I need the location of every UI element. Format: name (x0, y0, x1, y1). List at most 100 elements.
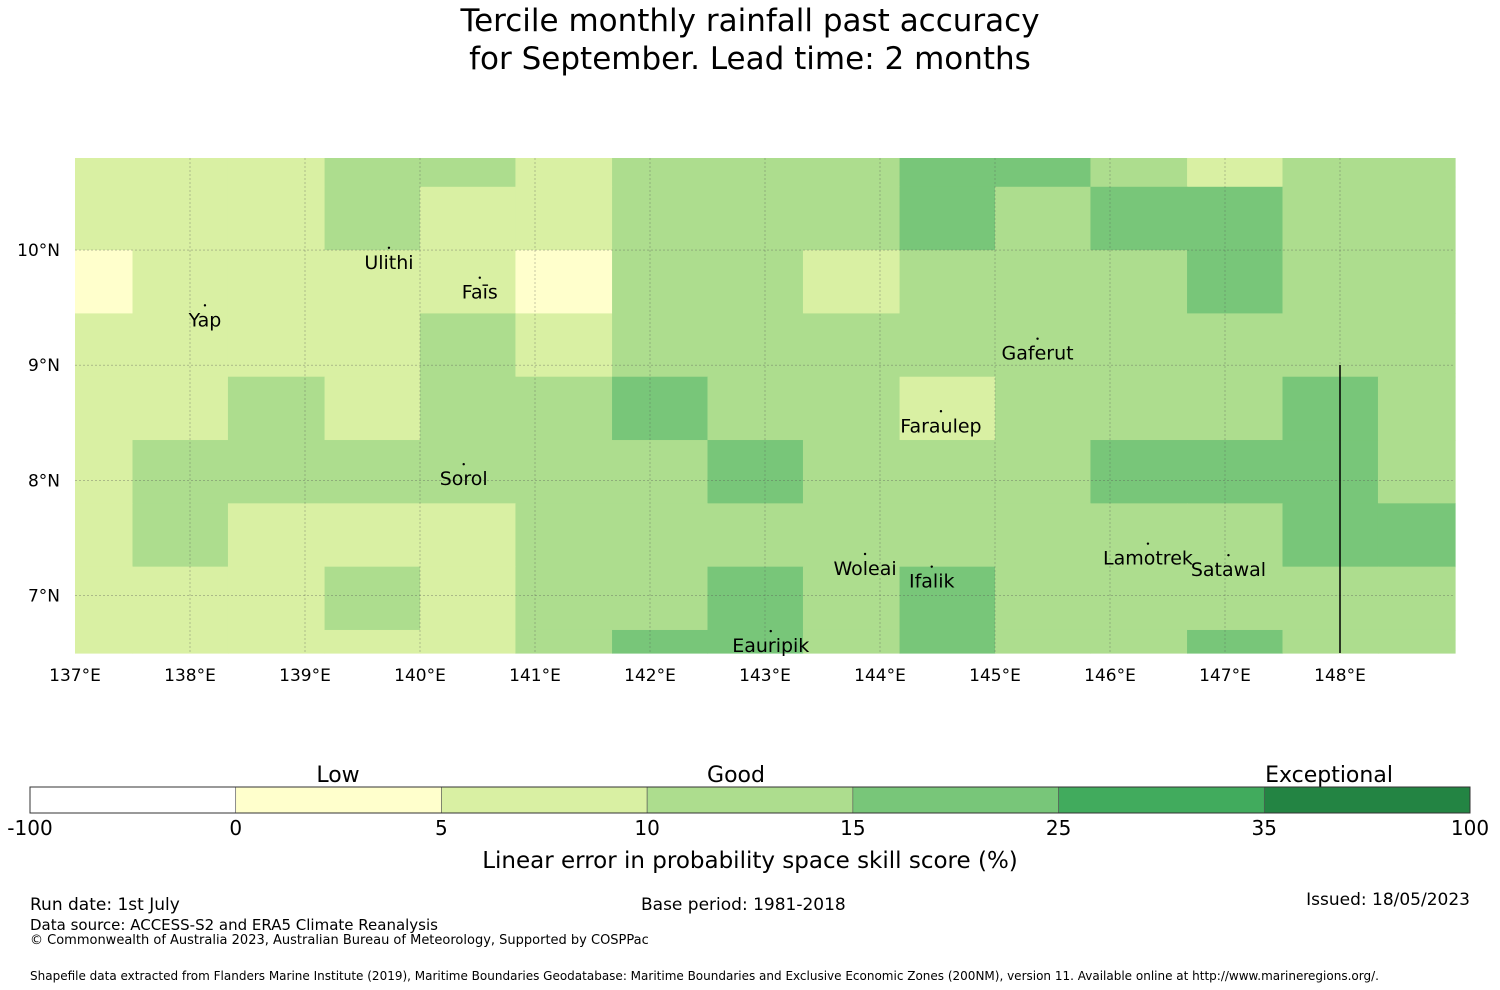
heatmap-cell (899, 629, 996, 654)
heatmap-cell (1282, 186, 1379, 251)
heatmap-cell (227, 186, 326, 251)
place-label: Yap (188, 309, 222, 331)
heatmap-cell (707, 440, 804, 504)
heatmap-cell (995, 158, 1092, 188)
longitude-tick-labels: 137°E 138°E 139°E 140°E 141°E 142°E 143°E 144°E… (49, 666, 1366, 686)
heatmap-cell (1090, 250, 1188, 315)
island-marker (462, 463, 465, 466)
heatmap-cell (1377, 250, 1456, 315)
heatmap-cell (324, 186, 421, 251)
island-marker (1146, 542, 1150, 545)
lat-tick-label: 7°N (28, 586, 60, 606)
place-label: Faraulep (900, 415, 981, 437)
heatmap-cell (420, 158, 517, 188)
heatmap-cell (324, 376, 421, 441)
heatmap-cell (995, 440, 1092, 504)
heatmap-cell (515, 313, 613, 378)
heatmap-cell (1090, 566, 1188, 631)
heatmap-cell (1282, 376, 1379, 441)
lat-tick-label: 10°N (17, 241, 60, 261)
heatmap-cell (132, 186, 229, 251)
heatmap-cell (612, 629, 709, 654)
lon-tick-label: 145°E (969, 666, 1021, 686)
heatmap-cell (612, 376, 709, 441)
colorbar-tick-label: -100 (7, 816, 52, 840)
lon-tick-label: 141°E (509, 666, 561, 686)
heatmap-cell (515, 376, 613, 441)
heatmap-cell (612, 250, 709, 315)
heatmap-cell (899, 186, 996, 251)
heatmap-cell (995, 313, 1092, 378)
heatmap-cell (995, 503, 1092, 568)
heatmap-cell (227, 566, 326, 631)
heatmap-cell (324, 158, 421, 188)
colorbar-tick-label: 15 (840, 816, 865, 840)
island-marker (203, 304, 207, 307)
colorbar-segment (235, 786, 442, 814)
heatmap-cell (1187, 376, 1284, 441)
heatmap-cell (1187, 629, 1284, 654)
heatmap-cell (899, 376, 996, 441)
heatmap-cell (227, 629, 326, 654)
colorbar-tick-label: 0 (229, 816, 242, 840)
heatmap-cell (707, 250, 804, 315)
heatmap-cell (420, 250, 517, 315)
heatmap-cell (1377, 158, 1456, 188)
heatmap-cell (1282, 440, 1379, 504)
heatmap-cell (1282, 503, 1379, 568)
heatmap-cell (1187, 158, 1284, 188)
heatmap-cell (227, 158, 326, 188)
lon-tick-label: 143°E (739, 666, 791, 686)
lon-tick-label: 140°E (394, 666, 446, 686)
heatmap-cell (515, 503, 613, 568)
colorbar-tick-label: 35 (1252, 816, 1277, 840)
colorbar-tick-label: 25 (1046, 816, 1071, 840)
heatmap-cell (75, 376, 134, 441)
heatmap-cell (802, 440, 901, 504)
heatmap-cell (75, 313, 134, 378)
lon-tick-label: 142°E (624, 666, 676, 686)
category-low-label: Low (316, 763, 359, 788)
heatmap-cell (132, 440, 229, 504)
heatmap-cell (227, 503, 326, 568)
heatmap-cell (420, 313, 517, 378)
place-label: Faīs (462, 282, 498, 304)
run-date: Run date: 1st July (30, 895, 180, 915)
heatmap-cell (132, 503, 229, 568)
heatmap-cell (802, 376, 901, 441)
heatmap-cell (324, 503, 421, 568)
colorbar-segment (852, 786, 1059, 814)
latitude-tick-labels: 10°N 9°N 8°N 7°N (17, 241, 60, 606)
heatmap-cell (1090, 503, 1188, 568)
heatmap-cell (515, 250, 613, 315)
heatmap-cell (995, 250, 1092, 315)
heatmap-cell (1090, 158, 1188, 188)
heatmap-cell (132, 629, 229, 654)
colorbar-tick-label: 100 (1451, 816, 1489, 840)
map-title-line1: Tercile monthly rainfall past accuracy (460, 3, 1040, 39)
heatmap-cell (324, 440, 421, 504)
heatmap-cell (420, 440, 517, 504)
lon-tick-label: 138°E (164, 666, 216, 686)
heatmap-cell (612, 503, 709, 568)
colorbar-tick-label: 10 (634, 816, 659, 840)
heatmap-cell (899, 313, 996, 378)
heatmap-cell (899, 440, 996, 504)
place-labels: Ulithi Faīs Yap Gaferut Faraulep Sorol Woleai I… (188, 246, 1266, 657)
map-title-line2: for September. Lead time: 2 months (469, 41, 1031, 77)
place-label: Woleai (833, 558, 896, 580)
heatmap-cell (324, 629, 421, 654)
issued-date: Issued: 18/05/2023 (1306, 890, 1470, 910)
heatmap-cell (420, 186, 517, 251)
heatmap-cell (1090, 440, 1188, 504)
heatmap-cells (75, 158, 1456, 654)
heatmap-cell (1282, 158, 1379, 188)
heatmap-cell (1377, 186, 1456, 251)
heatmap-cell (420, 566, 517, 631)
heatmap-cell (899, 250, 996, 315)
heatmap-cell (707, 313, 804, 378)
heatmap-cell (899, 566, 996, 631)
lat-tick-label: 8°N (28, 471, 60, 491)
heatmap-cell (1377, 503, 1456, 568)
